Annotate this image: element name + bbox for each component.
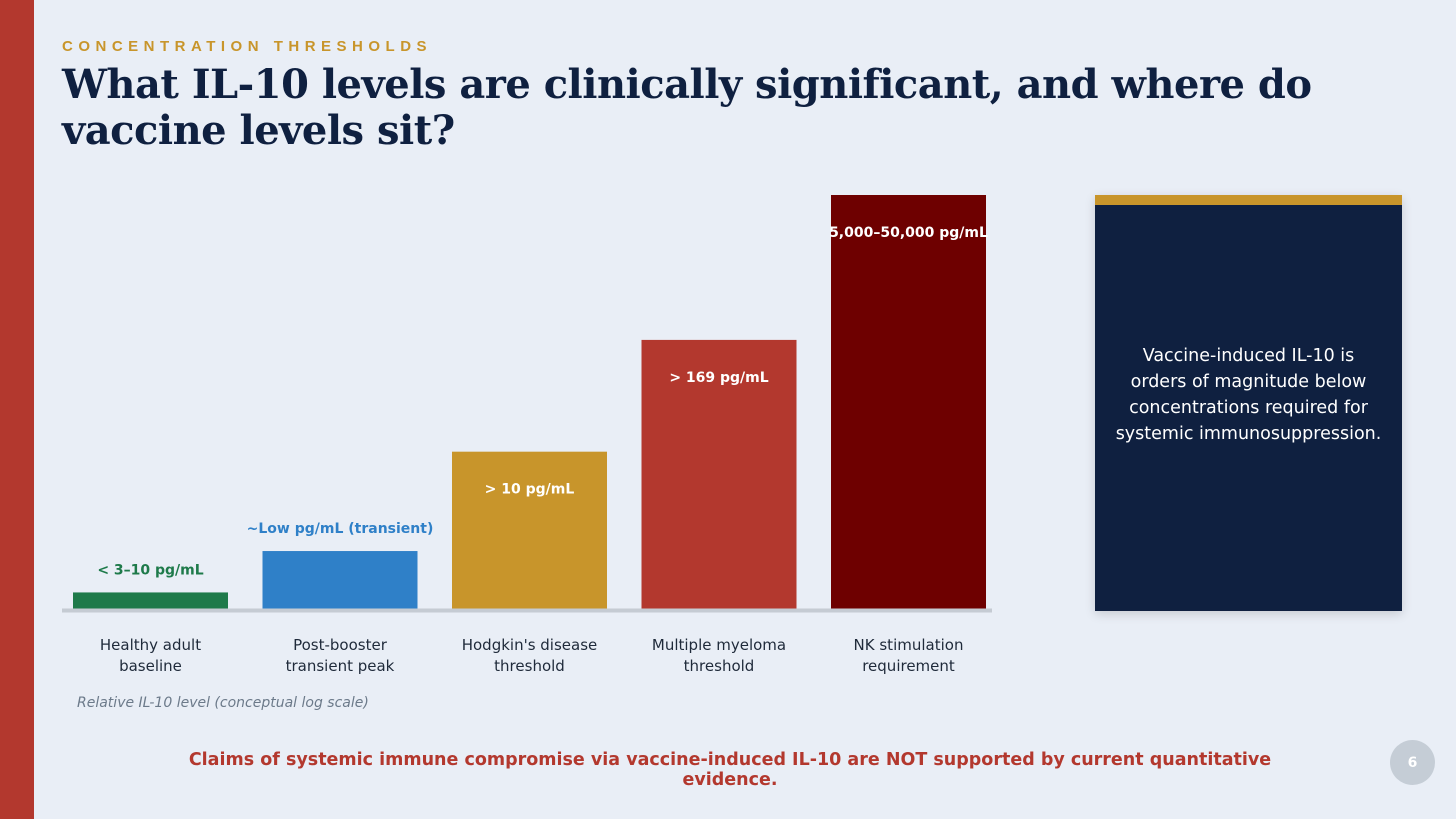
conclusion-statement: Claims of systemic immune compromise via… bbox=[188, 750, 1272, 790]
callout-text: Vaccine-induced IL-10 is orders of magni… bbox=[1115, 346, 1382, 444]
category-label-2-line-2: transient peak bbox=[286, 657, 395, 675]
category-label-3-line-2: threshold bbox=[494, 657, 565, 675]
axis-scale-note: Relative IL-10 level (conceptual log sca… bbox=[77, 695, 369, 711]
slide-title: What IL-10 levels are clinically signifi… bbox=[62, 61, 1312, 154]
bar-2 bbox=[262, 551, 418, 609]
bar-1 bbox=[73, 592, 228, 609]
category-label-1-line-1: Healthy adult bbox=[100, 636, 201, 654]
data-label-3: > 10 pg/mL bbox=[485, 482, 575, 498]
page-number: 6 bbox=[1407, 754, 1418, 771]
category-label-1-line-2: baseline bbox=[119, 657, 182, 675]
page-number-badge: 6 bbox=[1390, 740, 1435, 785]
il10-bar-chart: < 3–10 pg/mL Healthy adult baseline ~Low pg… bbox=[62, 195, 992, 711]
category-label-4-line-2: threshold bbox=[684, 657, 755, 675]
data-label-2: ~Low pg/mL (transient) bbox=[247, 521, 434, 537]
category-label-5-line-1: NK stimulation bbox=[854, 636, 964, 654]
bar-3 bbox=[452, 451, 607, 609]
bar-4 bbox=[641, 339, 797, 609]
data-label-5: 5,000–50,000 pg/mL bbox=[829, 225, 988, 241]
data-label-1: < 3–10 pg/mL bbox=[97, 562, 203, 578]
bar-5 bbox=[831, 195, 986, 609]
data-label-4: > 169 pg/mL bbox=[669, 370, 768, 386]
left-accent-bar bbox=[0, 0, 34, 819]
section-eyebrow: CONCENTRATION THRESHOLDS bbox=[62, 38, 433, 55]
category-label-2-line-1: Post-booster bbox=[293, 636, 388, 654]
callout-panel-top-stripe bbox=[1095, 195, 1402, 205]
category-label-5-line-2: requirement bbox=[862, 657, 955, 675]
callout-panel: Vaccine-induced IL-10 is orders of magni… bbox=[1095, 195, 1402, 611]
category-label-4-line-1: Multiple myeloma bbox=[652, 636, 786, 654]
category-label-3-line-1: Hodgkin's disease bbox=[462, 636, 598, 654]
